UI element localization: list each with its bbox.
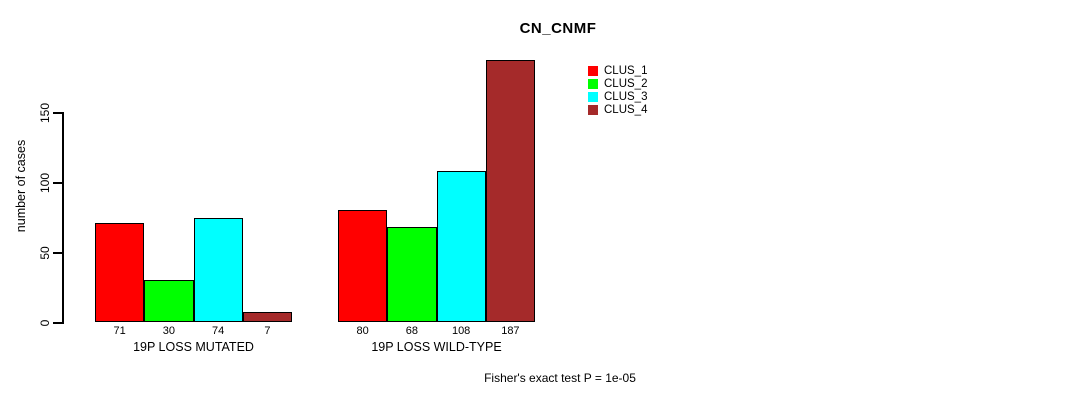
bar-clus_4-group2 (485, 60, 535, 322)
bar-value-label: 80 (356, 325, 369, 337)
bar-value-label: 68 (405, 325, 418, 337)
y-axis-tick (53, 182, 62, 184)
group-label-1: 19P LOSS MUTATED (133, 340, 254, 354)
y-axis-tick-label: 150 (38, 102, 52, 124)
bar-clus_1-group2 (338, 210, 388, 322)
legend-item: CLUS_2 (588, 77, 647, 90)
bar-value-label: 30 (162, 325, 175, 337)
fisher-test-annotation: Fisher's exact test P = 1e-05 (484, 371, 636, 385)
legend-label: CLUS_1 (604, 64, 648, 77)
bar-clus_2-group1 (144, 280, 194, 322)
bar-value-label: 74 (212, 325, 225, 337)
bar-value-label: 71 (113, 325, 126, 337)
bar-clus_4-group1 (242, 312, 292, 322)
legend-item: CLUS_3 (588, 90, 647, 103)
legend-swatch-clus_3 (588, 91, 598, 102)
group-label-2: 19P LOSS WILD-TYPE (371, 340, 502, 354)
y-axis-tick (53, 252, 62, 254)
legend-item: CLUS_1 (588, 64, 647, 77)
y-axis-tick-label: 0 (38, 319, 52, 327)
y-axis-label: number of cases (14, 139, 28, 233)
bar-clus_3-group1 (193, 218, 243, 322)
legend-label: CLUS_2 (604, 77, 648, 90)
bar-clus_3-group2 (436, 170, 486, 322)
legend-swatch-clus_2 (588, 78, 598, 89)
y-axis-line (62, 112, 64, 324)
y-axis-tick-label: 100 (38, 172, 52, 194)
bar-clus_1-group1 (95, 222, 145, 322)
legend-label: CLUS_3 (604, 90, 648, 103)
bar-value-label: 187 (501, 325, 520, 337)
chart-title: CN_CNMF (519, 20, 597, 37)
y-axis-tick (53, 322, 62, 324)
bar-value-label: 7 (264, 325, 271, 337)
y-axis-tick (53, 112, 62, 114)
bar-value-label: 108 (451, 325, 471, 337)
legend-item: CLUS_4 (588, 103, 647, 116)
bar-clus_2-group2 (387, 226, 437, 322)
legend-label: CLUS_4 (604, 103, 648, 116)
legend-swatch-clus_4 (588, 104, 598, 115)
legend: CLUS_1 CLUS_2 CLUS_3 CLUS_4 (588, 64, 647, 116)
y-axis-tick-label: 50 (38, 246, 52, 260)
legend-swatch-clus_1 (588, 65, 598, 76)
